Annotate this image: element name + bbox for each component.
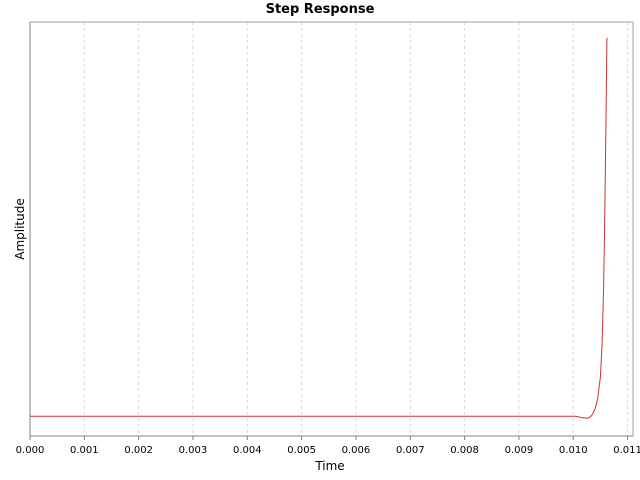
y-axis-label: Amplitude: [13, 198, 27, 260]
x-tick-label: 0.011: [613, 445, 640, 456]
plot-area: [30, 22, 633, 436]
step-response-line: [30, 37, 608, 419]
x-tick-label: 0.008: [450, 445, 479, 456]
x-tick-label: 0.010: [559, 445, 588, 456]
x-tick-label: 0.001: [70, 445, 99, 456]
grid-lines: [83, 22, 629, 436]
chart-title: Step Response: [266, 2, 375, 17]
x-tick-label: 0.009: [505, 445, 534, 456]
x-tick-label: 0.003: [179, 445, 208, 456]
x-tick-label: 0.007: [396, 445, 425, 456]
x-tick-label: 0.000: [16, 445, 45, 456]
x-tick-label: 0.005: [287, 445, 316, 456]
x-tick-label: 0.004: [233, 445, 262, 456]
x-tick-label: 0.006: [342, 445, 371, 456]
x-axis-ticks: 0.000 0.001 0.002 0.003 0.004 0.005 0.006 0.007…: [16, 436, 640, 456]
series-layer: [30, 37, 608, 419]
x-axis-label: Time: [314, 459, 344, 473]
x-tick-label: 0.002: [124, 445, 153, 456]
